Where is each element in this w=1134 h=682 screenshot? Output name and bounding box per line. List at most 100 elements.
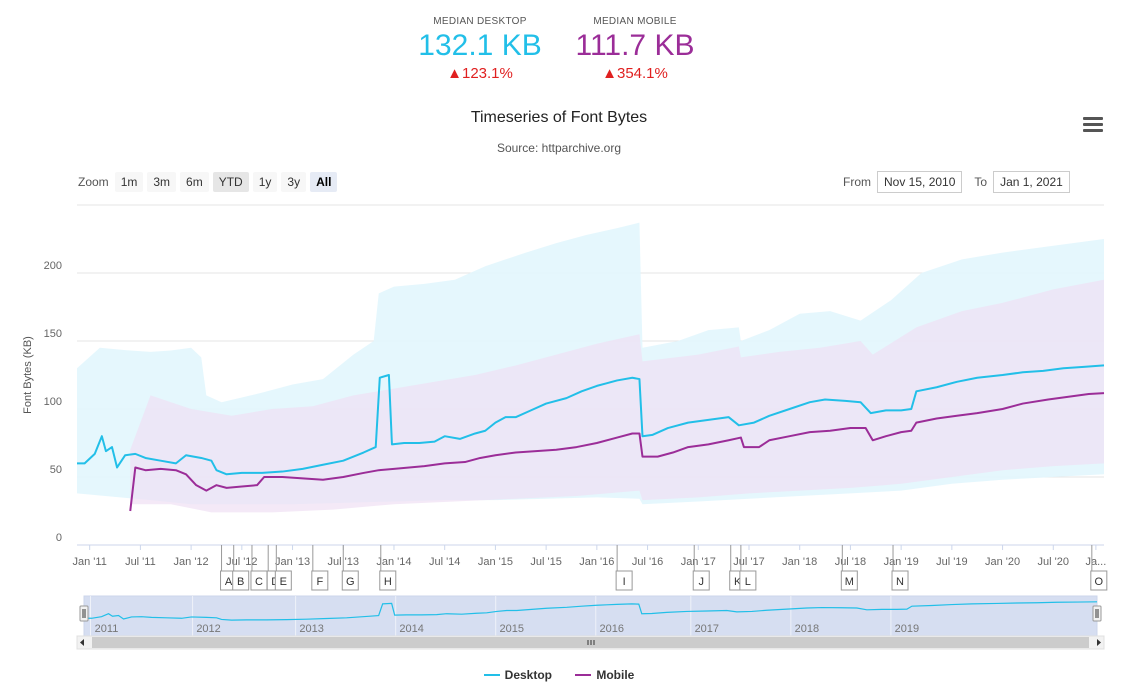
flag-box bbox=[274, 570, 292, 591]
navigator-year-label: 2015 bbox=[499, 623, 523, 635]
zoom-6m-button[interactable]: 6m bbox=[180, 172, 209, 192]
from-label: From bbox=[843, 175, 871, 189]
x-tick-label: Jul '19 bbox=[936, 556, 967, 568]
legend-swatch-desktop bbox=[483, 674, 500, 676]
legend-item-desktop[interactable]: Desktop bbox=[483, 668, 552, 682]
flag-label: O bbox=[1095, 576, 1104, 588]
flag-box bbox=[379, 570, 397, 591]
navigator-series-desktop bbox=[84, 601, 1098, 621]
zoom-1y-button[interactable]: 1y bbox=[252, 172, 278, 192]
series-line-mobile bbox=[129, 392, 1105, 512]
x-tick-label: Jan '13 bbox=[275, 556, 310, 568]
median-mobile-change: ▲354.1% bbox=[602, 65, 668, 82]
legend-label-desktop: Desktop bbox=[504, 668, 552, 682]
band-mobile bbox=[130, 279, 1105, 513]
flag-label: K bbox=[734, 576, 742, 588]
y-tick-label: 100 bbox=[44, 396, 62, 408]
date-range: From Nov 15, 2010 To Jan 1, 2021 bbox=[843, 171, 1082, 193]
zoom-label: Zoom bbox=[78, 175, 109, 189]
flag-label: B bbox=[237, 576, 244, 588]
to-label: To bbox=[974, 175, 988, 189]
flag-label: L bbox=[745, 576, 751, 588]
flag-label: E bbox=[280, 576, 287, 588]
x-tick-label: Jan '17 bbox=[681, 556, 716, 568]
x-axis: Jan '11 Jul '11 Jan '12 Jul '12 Jan '13 Jul '… bbox=[73, 544, 1106, 568]
flag-label: J bbox=[698, 576, 704, 588]
legend: Desktop Mobile bbox=[0, 665, 1118, 682]
x-tick-label: Jul '17 bbox=[733, 556, 764, 568]
median-desktop-label: MEDIAN DESKTOP bbox=[433, 16, 527, 27]
flag-box bbox=[232, 570, 250, 591]
flag-label: I bbox=[623, 576, 626, 588]
navigator-year-label: 2013 bbox=[299, 623, 323, 635]
navigator-mask bbox=[83, 595, 1098, 637]
chart-subtitle: Source: httparchive.org bbox=[496, 141, 622, 155]
x-tick-label: Jan '11 bbox=[73, 556, 107, 568]
percentile-bands bbox=[77, 222, 1105, 513]
x-tick-label: Jul '16 bbox=[632, 556, 663, 568]
series-lines bbox=[77, 364, 1105, 512]
zoom-all-button[interactable]: All bbox=[310, 172, 338, 192]
flag-label: N bbox=[896, 576, 904, 588]
flag-label: C bbox=[255, 576, 263, 588]
x-tick-label: Jul '18 bbox=[835, 556, 866, 568]
x-tick-label: Jan '12 bbox=[174, 556, 209, 568]
x-tick-label: Jan '20 bbox=[985, 556, 1020, 568]
y-tick-label: 50 bbox=[50, 464, 62, 476]
hamburger-menu-icon[interactable] bbox=[1083, 117, 1103, 133]
navigator-year-label: 2011 bbox=[95, 623, 119, 635]
arrow-left-icon[interactable] bbox=[80, 639, 84, 646]
x-tick-label: Jan '18 bbox=[782, 556, 817, 568]
navigator-year-label: 2018 bbox=[795, 623, 819, 635]
legend-label-mobile: Mobile bbox=[596, 668, 635, 682]
navigator-year-label: 2017 bbox=[695, 623, 719, 635]
y-tick-label: 200 bbox=[44, 260, 62, 272]
series-line-desktop bbox=[77, 364, 1105, 476]
x-tick-label: Jan '16 bbox=[579, 556, 614, 568]
median-desktop-metric: MEDIAN DESKTOP 132.1 KB ▲123.1% bbox=[405, 16, 555, 82]
y-axis-label: Font Bytes (KB) bbox=[22, 336, 34, 414]
x-tick-label: Jul '12 bbox=[226, 556, 257, 568]
median-mobile-metric: MEDIAN MOBILE 111.7 KB ▲354.1% bbox=[560, 16, 710, 82]
x-tick-label: Jul '11 bbox=[125, 556, 156, 568]
y-tick-label: 0 bbox=[56, 532, 62, 544]
flag-label: A bbox=[225, 576, 233, 588]
legend-swatch-mobile bbox=[575, 674, 592, 676]
navigator: 2011 2012 2013 2014 2015 2016 2017 2018 2019 bbox=[76, 595, 1105, 650]
navigator-year-label: 2019 bbox=[895, 623, 919, 635]
zoom-1m-button[interactable]: 1m bbox=[114, 172, 144, 192]
y-tick-label: 150 bbox=[44, 328, 62, 340]
median-desktop-change: ▲123.1% bbox=[447, 65, 513, 82]
flag-box bbox=[1090, 570, 1108, 591]
flag-box bbox=[891, 570, 909, 591]
x-tick-label: Jan '19 bbox=[884, 556, 919, 568]
navigator-year-label: 2012 bbox=[196, 623, 220, 635]
navigator-year-label: 2014 bbox=[399, 623, 423, 635]
flag-label: F bbox=[316, 576, 323, 588]
flag-label: H bbox=[384, 576, 392, 588]
flag-box bbox=[341, 570, 359, 591]
navigator-left-handle[interactable] bbox=[79, 605, 89, 622]
median-mobile-value: 111.7 KB bbox=[575, 29, 695, 62]
zoom-3m-button[interactable]: 3m bbox=[147, 172, 177, 192]
arrow-right-icon[interactable] bbox=[1097, 639, 1101, 646]
flag-box bbox=[840, 570, 858, 591]
x-tick-label: Jan '14 bbox=[376, 556, 411, 568]
flag-box bbox=[615, 570, 633, 591]
navigator-year-label: 2016 bbox=[600, 623, 624, 635]
x-tick-label: Jan '15 bbox=[478, 556, 513, 568]
flag-label: M bbox=[845, 576, 854, 588]
to-date-input[interactable]: Jan 1, 2021 bbox=[993, 171, 1070, 193]
x-tick-label: Jul '15 bbox=[530, 556, 561, 568]
y-axis: 0 50 100 150 200 bbox=[44, 260, 62, 544]
annotation-flags: ABCDEFGHIJKLMNO bbox=[220, 545, 1108, 591]
from-date-input[interactable]: Nov 15, 2010 bbox=[877, 171, 963, 193]
navigator-right-handle[interactable] bbox=[1092, 605, 1102, 622]
flag-box bbox=[739, 570, 757, 591]
flag-box bbox=[692, 570, 710, 591]
legend-item-mobile[interactable]: Mobile bbox=[575, 668, 634, 682]
zoom-ytd-button[interactable]: YTD bbox=[212, 172, 249, 192]
median-desktop-value: 132.1 KB bbox=[418, 29, 542, 62]
zoom-3y-button[interactable]: 3y bbox=[281, 172, 307, 192]
